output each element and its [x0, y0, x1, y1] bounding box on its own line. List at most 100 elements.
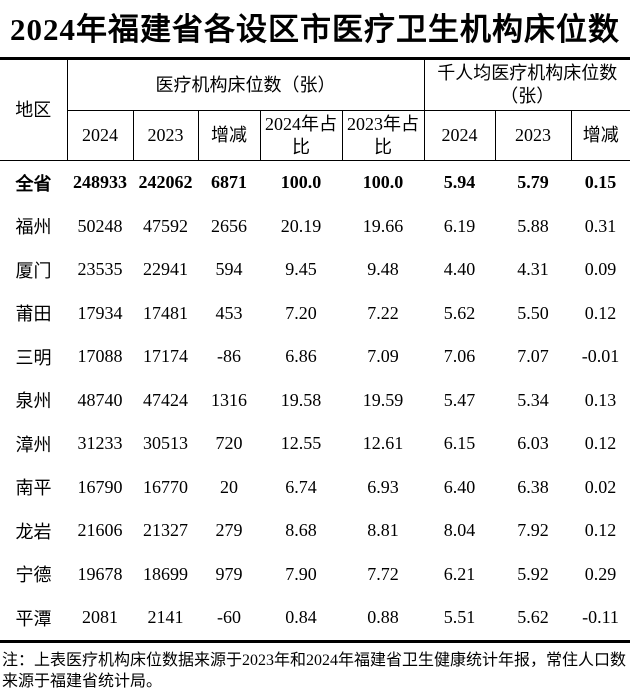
value-cell: 47424 — [143, 389, 188, 410]
value-cell: 7.20 — [285, 302, 317, 323]
value-cell: 19678 — [77, 563, 123, 584]
value-cell: 7.06 — [443, 346, 476, 367]
value-cell: 18699 — [143, 563, 188, 584]
value-cell: 0.29 — [584, 563, 617, 584]
table-row: 全省 248933 242062 6871 100.0 100.0 5.94 5.79 0.15 — [0, 161, 630, 205]
value-cell: 6.40 — [443, 476, 476, 497]
value-cell: 17088 — [77, 346, 123, 367]
value-cell: 0.15 — [584, 172, 617, 193]
value-cell: 8.81 — [367, 520, 399, 541]
value-cell: 16790 — [77, 476, 123, 497]
value-cell: 12.61 — [362, 433, 404, 454]
value-cell: 30513 — [143, 433, 188, 454]
value-cell: 31233 — [77, 433, 123, 454]
value-cell: -86 — [217, 346, 241, 367]
table-row: 宁德 19678 18699 979 7.90 7.72 6.21 5.92 0.29 — [0, 553, 630, 597]
value-cell: 16770 — [143, 476, 188, 497]
subheader-share-2023: 2023年占比 — [342, 110, 425, 161]
value-cell: 17481 — [143, 302, 188, 323]
subheader-per1k-2023: 2023 — [495, 110, 572, 161]
value-cell: 594 — [215, 259, 243, 280]
value-cell: 5.51 — [443, 607, 476, 628]
value-cell: 279 — [215, 520, 243, 541]
value-cell: 7.07 — [517, 346, 549, 367]
table-row: 福州 50248 47592 2656 20.19 19.66 6.19 5.88 0.31 — [0, 205, 630, 249]
value-cell: 0.12 — [584, 302, 617, 323]
value-cell: 5.94 — [443, 172, 476, 193]
value-cell: 47592 — [143, 215, 188, 236]
region-cell: 平潭 — [15, 608, 52, 629]
value-cell: 2081 — [82, 607, 118, 628]
header-sub-row: 2024 2023 增减 2024年占比 2023年占比 2024 2023 增… — [0, 110, 630, 161]
value-cell: 720 — [215, 433, 243, 454]
value-cell: 5.62 — [443, 302, 476, 323]
value-cell: 21327 — [143, 520, 188, 541]
value-cell: 0.84 — [285, 607, 317, 628]
value-cell: 2656 — [211, 215, 247, 236]
value-cell: 2141 — [147, 607, 184, 628]
table-row: 龙岩 21606 21327 279 8.68 8.81 8.04 7.92 0.12 — [0, 509, 630, 553]
region-cell: 漳州 — [15, 434, 52, 455]
value-cell: 20 — [220, 476, 238, 497]
region-cell: 泉州 — [15, 391, 52, 412]
value-cell: 0.09 — [584, 259, 617, 280]
subheader-per1k-change: 增减 — [571, 110, 630, 161]
value-cell: 6.38 — [517, 476, 549, 497]
page-title: 2024年福建省各设区市医疗卫生机构床位数 — [10, 12, 620, 47]
value-cell: 7.92 — [517, 520, 549, 541]
value-cell: 242062 — [138, 172, 193, 193]
value-cell: 17934 — [77, 302, 123, 323]
subheader-share-2024: 2024年占比 — [260, 110, 343, 161]
value-cell: 5.92 — [517, 563, 549, 584]
region-cell: 全省 — [15, 173, 52, 194]
value-cell: 7.90 — [285, 563, 317, 584]
value-cell: 5.47 — [443, 389, 476, 410]
value-cell: -60 — [217, 607, 241, 628]
subheader-2023: 2023 — [133, 110, 199, 161]
value-cell: 5.34 — [517, 389, 549, 410]
table-row: 三明 17088 17174 -86 6.86 7.09 7.06 7.07 -0.01 — [0, 335, 630, 379]
value-cell: 48740 — [77, 389, 123, 410]
value-cell: 6.15 — [443, 433, 476, 454]
group-header-beds-per-thousand: 千人均医疗机构床位数（张） — [424, 58, 630, 111]
table-row: 漳州 31233 30513 720 12.55 12.61 6.15 6.03 0.12 — [0, 422, 630, 466]
header-group-row: 地区 医疗机构床位数（张） 千人均医疗机构床位数（张） — [0, 58, 630, 161]
value-cell: 6.74 — [285, 476, 317, 497]
region-header-cell: 地区 — [0, 58, 68, 161]
value-cell: 248933 — [73, 172, 127, 193]
table-row: 泉州 48740 47424 1316 19.58 19.59 5.47 5.34 0.13 — [0, 379, 630, 423]
value-cell: 7.09 — [367, 346, 399, 367]
region-cell: 厦门 — [15, 260, 52, 281]
table-body: 全省 248933 242062 6871 100.0 100.0 5.94 5.79 0.15… — [0, 161, 630, 642]
value-cell: 50248 — [77, 215, 123, 236]
value-cell: 8.04 — [443, 520, 476, 541]
value-cell: -0.01 — [581, 346, 620, 367]
value-cell: 100.0 — [280, 172, 322, 193]
value-cell: 7.72 — [367, 563, 399, 584]
value-cell: 4.31 — [517, 259, 549, 280]
subheader-2024: 2024 — [67, 110, 134, 161]
value-cell: 6871 — [211, 172, 247, 193]
value-cell: 0.31 — [584, 215, 617, 236]
value-cell: 6.19 — [443, 215, 476, 236]
value-cell: 9.48 — [367, 259, 399, 280]
table-row: 南平 16790 16770 20 6.74 6.93 6.40 6.38 0.02 — [0, 466, 630, 510]
bed-statistics-table: 地区 医疗机构床位数（张） 千人均医疗机构床位数（张） 2024 2023 增减… — [0, 57, 630, 643]
value-cell: 0.12 — [584, 520, 617, 541]
value-cell: 6.03 — [517, 433, 549, 454]
value-cell: 5.79 — [517, 172, 549, 193]
value-cell: 19.58 — [280, 389, 322, 410]
table-row: 厦门 23535 22941 594 9.45 9.48 4.40 4.31 0.09 — [0, 248, 630, 292]
value-cell: 0.88 — [367, 607, 399, 628]
subheader-change: 增减 — [198, 110, 261, 161]
value-cell: 1316 — [211, 389, 247, 410]
region-cell: 福州 — [15, 217, 52, 238]
group-header-beds: 医疗机构床位数（张） — [67, 58, 425, 111]
value-cell: 20.19 — [280, 215, 322, 236]
value-cell: 100.0 — [362, 172, 404, 193]
value-cell: 5.50 — [517, 302, 549, 323]
value-cell: -0.11 — [582, 607, 619, 628]
value-cell: 9.45 — [285, 259, 317, 280]
region-cell: 三明 — [15, 347, 52, 368]
value-cell: 6.86 — [285, 346, 317, 367]
